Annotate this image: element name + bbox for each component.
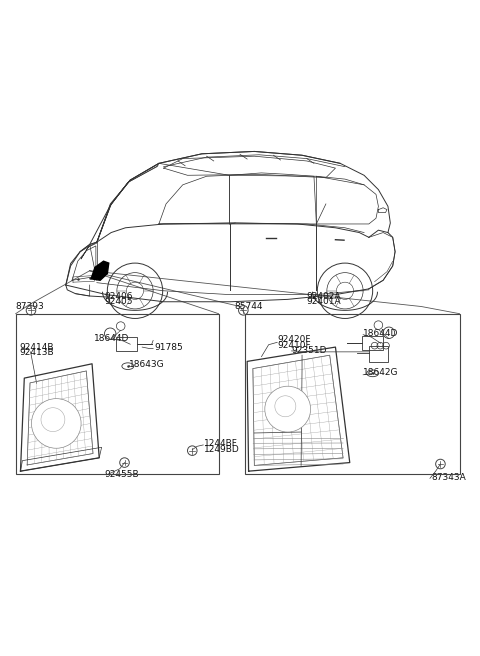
Text: 92402A: 92402A xyxy=(307,291,341,300)
Text: 85744: 85744 xyxy=(234,302,263,311)
Bar xyxy=(16,314,218,474)
Text: 91785: 91785 xyxy=(154,342,183,352)
Text: 87393: 87393 xyxy=(16,302,45,311)
Circle shape xyxy=(265,386,311,432)
Text: 92406: 92406 xyxy=(104,291,132,300)
Text: 92455B: 92455B xyxy=(104,470,139,479)
Text: 92413B: 92413B xyxy=(20,348,54,358)
Text: 92420F: 92420F xyxy=(277,335,311,344)
Bar xyxy=(116,337,137,352)
Bar xyxy=(369,346,388,362)
Text: 92401A: 92401A xyxy=(307,297,341,306)
Bar xyxy=(362,336,383,350)
Text: 92351D: 92351D xyxy=(291,346,327,355)
Text: 18644D: 18644D xyxy=(95,334,130,343)
Text: 18644D: 18644D xyxy=(363,329,398,338)
Text: 87343A: 87343A xyxy=(431,474,466,482)
Bar xyxy=(245,314,459,474)
Polygon shape xyxy=(91,261,109,280)
Text: 1244BF: 1244BF xyxy=(204,439,238,448)
Text: 92405: 92405 xyxy=(104,297,132,306)
Text: 18642G: 18642G xyxy=(363,369,398,377)
Text: 92414B: 92414B xyxy=(20,342,54,352)
Text: 1249BD: 1249BD xyxy=(204,445,240,454)
Text: 92410F: 92410F xyxy=(277,340,311,350)
Text: 18643G: 18643G xyxy=(129,359,165,369)
Circle shape xyxy=(32,399,81,448)
